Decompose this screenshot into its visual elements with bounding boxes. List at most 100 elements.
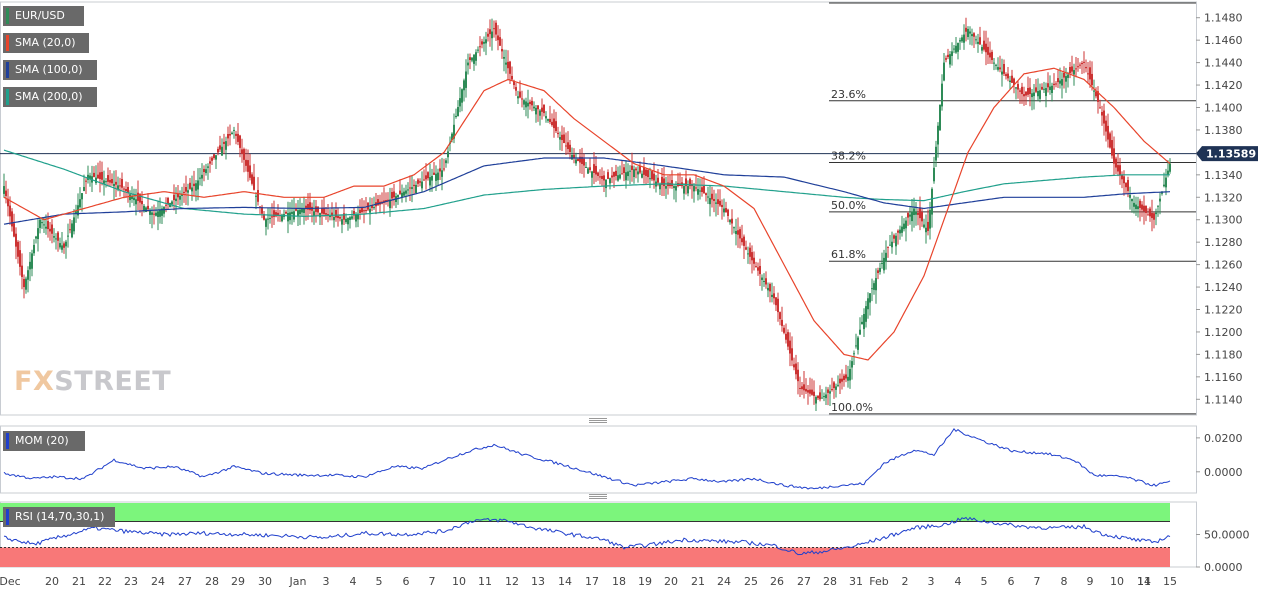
legend-sma200[interactable]: SMA (200,0) xyxy=(3,87,97,107)
candle-body xyxy=(731,218,733,224)
candle-body xyxy=(1121,175,1123,180)
pane-splitter-handle-1[interactable] xyxy=(589,418,607,423)
candle-body xyxy=(1167,170,1169,176)
candle-body xyxy=(461,89,463,103)
candle-body xyxy=(959,40,961,42)
candle-body xyxy=(397,195,399,198)
candle-body xyxy=(351,216,353,219)
candle-body xyxy=(89,175,91,180)
fxstreet-logo-fx: FX xyxy=(14,366,55,397)
candle-body xyxy=(903,223,905,230)
candle-body xyxy=(837,384,839,386)
candle-body xyxy=(769,283,771,292)
candle-body xyxy=(465,71,467,88)
candle-body xyxy=(781,319,783,326)
candle-body xyxy=(791,348,793,361)
candle-body xyxy=(37,228,39,240)
candle-body xyxy=(657,177,659,183)
candle-body xyxy=(97,174,99,179)
candle-body xyxy=(693,186,695,192)
candle-body xyxy=(237,133,239,142)
candle-body xyxy=(27,270,29,280)
fibonacci-label: 23.6% xyxy=(831,88,866,101)
legend-eurusd[interactable]: EUR/USD xyxy=(3,6,84,26)
candle-body xyxy=(247,160,249,172)
candle-body xyxy=(1095,91,1097,97)
candle-body xyxy=(411,187,413,189)
date-axis-label: 4 xyxy=(955,575,962,588)
candle-body xyxy=(741,238,743,243)
price-tick-label: 1.1240 xyxy=(1204,281,1243,294)
legend-mom-label: MOM (20) xyxy=(15,434,69,447)
candle-body xyxy=(1033,92,1035,97)
candle-body xyxy=(75,211,77,214)
date-axis-label: 11 xyxy=(478,575,492,588)
candle-body xyxy=(991,51,993,61)
fibonacci-label: 38.2% xyxy=(831,149,866,162)
candle-body xyxy=(727,209,729,216)
momentum-tick-label: 0.0000 xyxy=(1204,466,1243,479)
candle-body xyxy=(851,361,853,368)
candle-body xyxy=(761,277,763,280)
candle-body xyxy=(301,209,303,213)
date-axis-label: 23 xyxy=(124,575,138,588)
legend-sma100[interactable]: SMA (100,0) xyxy=(3,60,97,80)
candle-body xyxy=(1093,90,1095,92)
candle-body xyxy=(635,168,637,171)
candle-body xyxy=(1037,91,1039,97)
candle-body xyxy=(373,207,375,209)
legend-rsi[interactable]: RSI (14,70,30,1) xyxy=(3,507,115,527)
candle-body xyxy=(641,173,643,178)
candle-body xyxy=(407,189,409,191)
candle-body xyxy=(961,37,963,42)
rsi-tick-label: 50.0000 xyxy=(1204,529,1250,542)
candle-body xyxy=(341,219,343,225)
candle-body xyxy=(597,172,599,176)
candle-body xyxy=(329,215,331,218)
candle-body xyxy=(1043,88,1045,90)
candle-body xyxy=(405,190,407,194)
candle-body xyxy=(511,75,513,80)
candle-body xyxy=(7,198,9,207)
candle-body xyxy=(197,180,199,190)
candle-body xyxy=(1165,177,1167,188)
candle-body xyxy=(861,321,863,325)
candle-body xyxy=(225,141,227,150)
candle-body xyxy=(709,198,711,205)
candle-body xyxy=(417,179,419,184)
candle-body xyxy=(993,62,995,64)
candle-body xyxy=(81,193,83,200)
fibonacci-label: 100.0% xyxy=(831,401,873,414)
legend-sma20-label: SMA (20,0) xyxy=(15,36,76,49)
candle-body xyxy=(585,166,587,168)
candle-body xyxy=(899,229,901,234)
candle-body xyxy=(737,230,739,235)
candle-body xyxy=(45,226,47,229)
candle-body xyxy=(295,209,297,211)
candle-body xyxy=(1013,78,1015,86)
candle-body xyxy=(41,222,43,224)
candle-body xyxy=(95,177,97,184)
candle-body xyxy=(815,397,817,404)
candle-body xyxy=(889,244,891,246)
pane-splitter-handle-2[interactable] xyxy=(589,494,607,499)
legend-sma20[interactable]: SMA (20,0) xyxy=(3,33,89,53)
candle-body xyxy=(501,48,503,52)
candle-body xyxy=(347,218,349,225)
candle-body xyxy=(65,241,67,247)
candle-body xyxy=(1045,88,1047,97)
candle-body xyxy=(971,34,973,37)
candle-body xyxy=(221,146,223,156)
legend-mom[interactable]: MOM (20) xyxy=(3,431,85,451)
candle-body xyxy=(361,207,363,213)
candle-body xyxy=(975,39,977,41)
candle-body xyxy=(583,158,585,166)
candle-body xyxy=(523,100,525,105)
candle-body xyxy=(109,179,111,183)
candle-body xyxy=(623,167,625,173)
candle-body xyxy=(713,198,715,202)
candle-body xyxy=(735,230,737,235)
date-axis-label: 9 xyxy=(1087,575,1094,588)
date-axis-label: 21 xyxy=(72,575,86,588)
candle-body xyxy=(451,133,453,141)
